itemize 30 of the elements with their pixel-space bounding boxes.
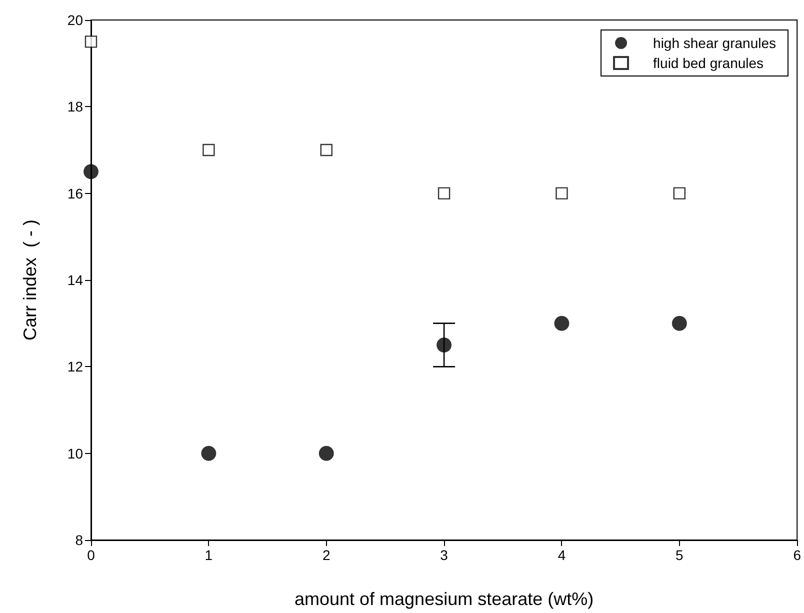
point xyxy=(673,187,686,200)
point xyxy=(438,187,450,200)
x-tick-label: 5 xyxy=(676,547,684,563)
point xyxy=(554,316,570,331)
point xyxy=(84,164,98,180)
point xyxy=(202,144,215,156)
x-tick-label: 6 xyxy=(793,547,802,563)
x-axis-title: amount of magnesium stearate (wt%) xyxy=(294,589,594,609)
point xyxy=(672,316,687,331)
y-tick-label: 18 xyxy=(67,98,84,115)
y-tick-label: 20 xyxy=(67,12,84,28)
x-tick-label: 3 xyxy=(440,547,448,563)
point xyxy=(201,446,216,461)
y-axis-title: Carr index ( - ) xyxy=(20,219,40,341)
point xyxy=(318,446,334,461)
x-tick-label: 4 xyxy=(558,547,566,563)
point xyxy=(556,187,568,200)
y-tick-label: 16 xyxy=(67,185,84,202)
y-tick-label: 10 xyxy=(67,445,84,462)
point xyxy=(320,144,332,156)
legend-label: fluid bed granules xyxy=(653,55,764,71)
y-tick-label: 12 xyxy=(67,358,84,375)
legend-label: high shear granules xyxy=(653,35,776,51)
point xyxy=(436,338,452,352)
point xyxy=(84,36,98,48)
x-tick-label: 2 xyxy=(322,547,330,563)
y-tick-label: 14 xyxy=(67,272,84,288)
x-tick-label: 0 xyxy=(87,547,96,563)
x-tick-label: 1 xyxy=(204,547,213,563)
y-tick-label: 8 xyxy=(75,532,84,548)
